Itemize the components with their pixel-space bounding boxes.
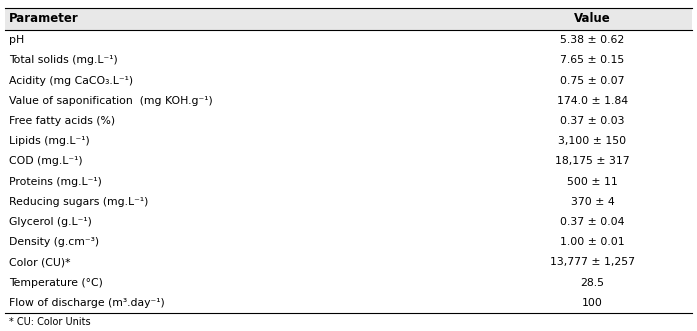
Text: 18,175 ± 317: 18,175 ± 317 [555, 156, 629, 166]
Text: 3,100 ± 150: 3,100 ± 150 [558, 136, 627, 146]
Text: 1.00 ± 0.01: 1.00 ± 0.01 [560, 237, 625, 247]
Text: Reducing sugars (mg.L⁻¹): Reducing sugars (mg.L⁻¹) [9, 197, 148, 207]
Text: Value: Value [574, 13, 611, 25]
Text: * CU: Color Units: * CU: Color Units [9, 317, 91, 327]
Text: 0.75 ± 0.07: 0.75 ± 0.07 [560, 75, 625, 85]
Text: 500 ± 11: 500 ± 11 [567, 177, 618, 187]
Text: Acidity (mg CaCO₃.L⁻¹): Acidity (mg CaCO₃.L⁻¹) [9, 75, 133, 85]
Text: 28.5: 28.5 [581, 278, 604, 288]
Text: Proteins (mg.L⁻¹): Proteins (mg.L⁻¹) [9, 177, 102, 187]
Text: 0.37 ± 0.03: 0.37 ± 0.03 [560, 116, 625, 126]
Text: 370 ± 4: 370 ± 4 [571, 197, 614, 207]
Text: 174.0 ± 1.84: 174.0 ± 1.84 [557, 96, 628, 106]
Text: Total solids (mg.L⁻¹): Total solids (mg.L⁻¹) [9, 55, 118, 65]
Text: 100: 100 [582, 298, 603, 308]
Text: pH: pH [9, 35, 24, 45]
Text: Flow of discharge (m³.day⁻¹): Flow of discharge (m³.day⁻¹) [9, 298, 164, 308]
Text: COD (mg.L⁻¹): COD (mg.L⁻¹) [9, 156, 83, 166]
Text: Glycerol (g.L⁻¹): Glycerol (g.L⁻¹) [9, 217, 92, 227]
Text: 7.65 ± 0.15: 7.65 ± 0.15 [560, 55, 625, 65]
Text: Value of saponification  (mg KOH.g⁻¹): Value of saponification (mg KOH.g⁻¹) [9, 96, 213, 106]
Text: Temperature (°C): Temperature (°C) [9, 278, 103, 288]
Bar [5, 8, 692, 30]
Text: Free fatty acids (%): Free fatty acids (%) [9, 116, 115, 126]
Text: 0.37 ± 0.04: 0.37 ± 0.04 [560, 217, 625, 227]
Text: Parameter: Parameter [9, 13, 79, 25]
Text: 5.38 ± 0.62: 5.38 ± 0.62 [560, 35, 625, 45]
Text: 13,777 ± 1,257: 13,777 ± 1,257 [550, 258, 635, 267]
Text: Density (g.cm⁻³): Density (g.cm⁻³) [9, 237, 99, 247]
Text: Lipids (mg.L⁻¹): Lipids (mg.L⁻¹) [9, 136, 90, 146]
Text: Color (CU)*: Color (CU)* [9, 258, 70, 267]
